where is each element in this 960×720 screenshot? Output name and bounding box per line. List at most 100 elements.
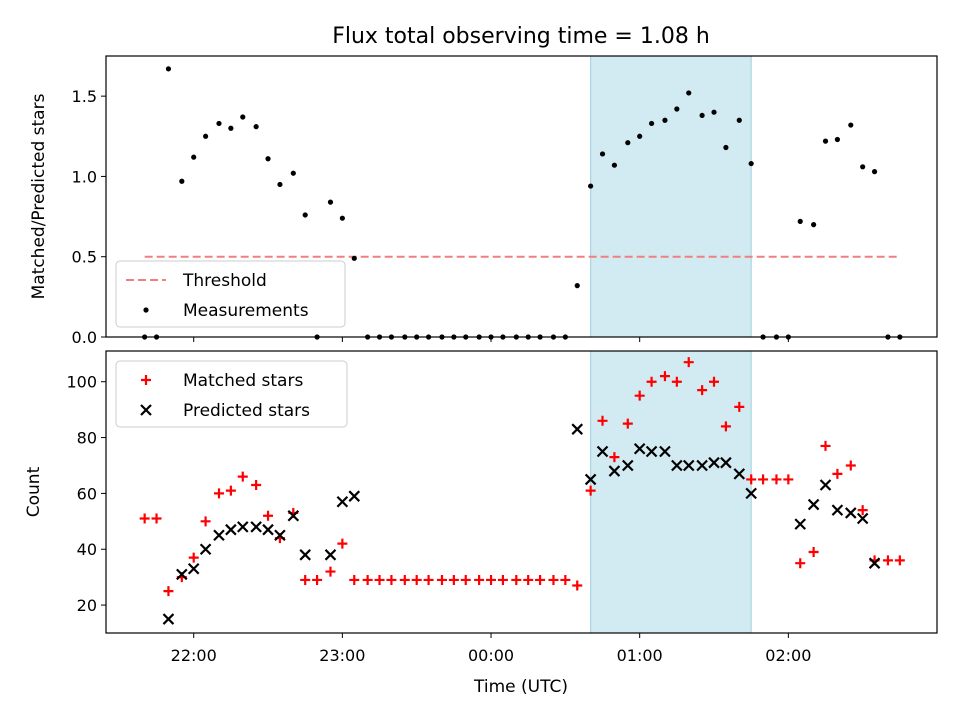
data-point xyxy=(645,445,658,458)
x-tick-label: 22:00 xyxy=(171,646,217,665)
axes-frame xyxy=(105,350,938,634)
axes-frame xyxy=(105,55,938,338)
data-point xyxy=(274,529,286,542)
data-point xyxy=(736,117,742,123)
y-tick-label: 0.0 xyxy=(72,328,97,347)
data-point xyxy=(299,549,311,561)
data-point xyxy=(733,468,746,480)
data-point xyxy=(325,566,336,577)
data-point xyxy=(646,376,657,387)
data-point xyxy=(240,114,246,120)
data-point xyxy=(151,513,162,524)
data-point xyxy=(327,199,334,205)
data-point xyxy=(191,154,197,160)
highlight-span xyxy=(590,350,752,634)
x-tick-label: 00:00 xyxy=(468,646,514,665)
data-point xyxy=(820,440,831,451)
data-point xyxy=(696,459,708,472)
legend-label: Threshold xyxy=(182,271,267,291)
data-point xyxy=(213,529,225,542)
data-point xyxy=(250,521,262,533)
data-point xyxy=(637,133,643,139)
data-point xyxy=(287,509,300,522)
data-point xyxy=(683,357,694,368)
data-point xyxy=(625,140,631,146)
data-point xyxy=(423,574,434,585)
data-point xyxy=(324,549,337,561)
data-point xyxy=(831,504,844,516)
data-point xyxy=(697,385,708,396)
data-point xyxy=(633,442,646,455)
data-point xyxy=(609,452,620,463)
data-point xyxy=(236,521,249,533)
data-point xyxy=(894,555,905,566)
x-axis-label: Time (UTC) xyxy=(473,677,568,697)
data-point xyxy=(265,156,271,162)
data-point xyxy=(686,90,692,96)
data-point xyxy=(216,120,222,127)
data-point xyxy=(599,151,606,157)
data-point xyxy=(162,613,175,625)
data-point xyxy=(634,390,645,401)
data-point xyxy=(845,460,856,471)
data-point xyxy=(723,144,729,151)
data-point xyxy=(745,487,757,500)
data-point xyxy=(574,283,580,289)
data-point xyxy=(596,445,609,458)
x-tick-label: 02:00 xyxy=(765,646,811,665)
highlight-span xyxy=(590,55,752,338)
data-point xyxy=(819,479,832,491)
data-point xyxy=(486,574,497,585)
data-point xyxy=(497,574,508,585)
legend-marker xyxy=(141,375,151,385)
data-point xyxy=(588,183,594,189)
data-point xyxy=(165,66,172,72)
data-point xyxy=(237,471,248,482)
data-point xyxy=(203,133,209,139)
data-point xyxy=(622,418,633,429)
data-point xyxy=(548,574,559,585)
data-point xyxy=(746,474,757,485)
data-point xyxy=(808,547,819,558)
data-point xyxy=(262,523,274,536)
data-point xyxy=(253,124,259,130)
data-point xyxy=(163,586,174,597)
data-point xyxy=(263,510,274,521)
data-point xyxy=(228,125,234,131)
data-point xyxy=(339,215,345,221)
data-point xyxy=(251,480,262,491)
data-point xyxy=(794,518,807,530)
legend-label: Matched stars xyxy=(183,371,303,391)
y-tick-label: 0.5 xyxy=(72,248,97,267)
data-point xyxy=(834,136,840,143)
data-point xyxy=(857,505,868,516)
data-point xyxy=(336,495,349,508)
data-point xyxy=(662,117,668,123)
data-point xyxy=(399,574,410,585)
data-point xyxy=(659,445,671,458)
data-point xyxy=(523,574,534,585)
data-point xyxy=(682,459,695,472)
data-point xyxy=(411,574,422,585)
legend: Threshold Measurements xyxy=(115,260,346,328)
data-point xyxy=(277,181,283,188)
data-point xyxy=(597,415,608,426)
y-tick-label: 20 xyxy=(77,596,97,615)
legend-box xyxy=(115,360,348,428)
data-point xyxy=(337,538,348,549)
legend-box xyxy=(115,260,346,328)
y-tick-label: 1.0 xyxy=(72,167,97,186)
legend: Matched stars Predicted stars xyxy=(115,360,348,428)
legend-marker xyxy=(143,307,149,313)
data-point xyxy=(374,574,385,585)
chart-title: Flux total observing time = 1.08 h xyxy=(332,24,710,49)
data-point xyxy=(225,485,236,496)
data-point xyxy=(671,376,682,387)
data-point xyxy=(474,574,485,585)
data-point xyxy=(362,574,373,585)
data-point xyxy=(699,112,705,119)
legend-label: Predicted stars xyxy=(183,401,310,421)
y-axis-label: Matched/Predicted stars xyxy=(29,93,49,299)
legend-marker xyxy=(140,404,152,416)
data-point xyxy=(795,558,806,569)
